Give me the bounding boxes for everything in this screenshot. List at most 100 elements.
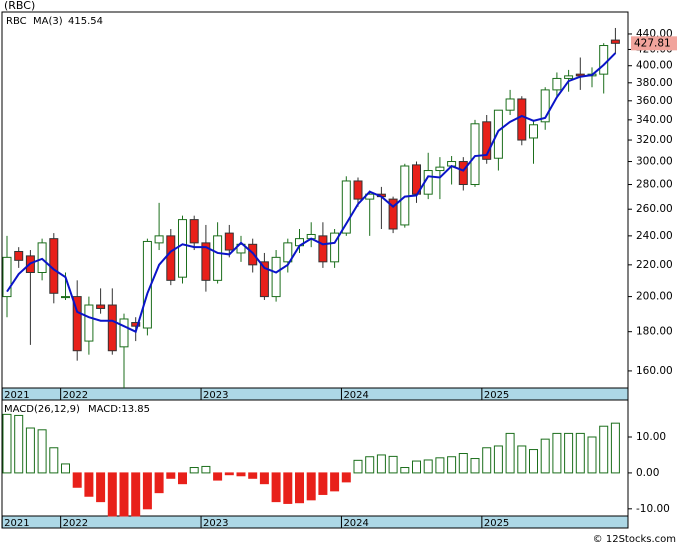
candle-body — [213, 235, 223, 281]
macd-readout-prefix: MACD: — [88, 404, 121, 415]
candle-body — [131, 322, 141, 327]
y-tick-label: 240.00 — [636, 230, 673, 242]
macd-bar — [201, 465, 211, 474]
macd-bar — [493, 445, 503, 474]
candle-body — [84, 304, 94, 342]
macd-bar — [259, 472, 269, 485]
y-tick-label: 400.00 — [636, 60, 673, 72]
candle-body — [166, 235, 176, 281]
candle-body — [259, 261, 269, 298]
candle-body — [552, 77, 562, 91]
macd-bar — [482, 447, 492, 474]
candle-body — [107, 304, 117, 352]
candle-body — [248, 243, 258, 266]
candle-body — [318, 235, 328, 263]
macd-bar — [2, 413, 12, 474]
macd-bar — [189, 467, 199, 474]
chart-title: (RBC) — [4, 0, 35, 12]
candle-body — [470, 123, 480, 186]
candle-body — [493, 109, 503, 159]
y-tick-label: 200.00 — [636, 291, 673, 303]
macd-bar — [213, 472, 223, 481]
macd-bar — [447, 456, 457, 474]
macd-bar — [330, 472, 340, 492]
candle-body — [37, 242, 47, 274]
macd-bar — [236, 472, 246, 477]
macd-bar — [400, 467, 410, 474]
x-tick-label: 2021 — [4, 518, 29, 529]
candle-body — [224, 232, 234, 251]
candle-body — [388, 198, 398, 230]
candle-body — [271, 256, 281, 298]
macd-bar — [84, 472, 94, 497]
candle-body — [119, 318, 129, 348]
x-tick-label: 2024 — [343, 518, 368, 529]
price-box — [631, 36, 677, 51]
y-tick-label: 360.00 — [636, 95, 673, 107]
x-tick-label: 2025 — [484, 518, 509, 529]
macd-bar — [283, 472, 293, 504]
candle-body — [353, 180, 363, 200]
macd-bar — [119, 472, 129, 517]
candle-body — [72, 296, 82, 352]
price-date-band — [1, 387, 629, 401]
y-tick-label: 300.00 — [636, 156, 673, 168]
legend-ma-value: 415.54 — [68, 16, 103, 27]
candle-body — [458, 161, 468, 186]
candle-body — [201, 242, 211, 281]
y-tick-label: 380.00 — [636, 77, 673, 89]
macd-bar — [599, 425, 609, 474]
price-box-label: 427.81 — [634, 37, 671, 49]
macd-bar — [587, 436, 597, 474]
candle-body — [283, 242, 293, 263]
macd-bar — [388, 455, 398, 474]
macd-bar — [248, 472, 258, 479]
macd-bar — [505, 432, 515, 474]
macd-bar — [107, 472, 117, 517]
macd-readout: MACD:13.85 — [88, 404, 150, 415]
candle-body — [517, 98, 527, 141]
macd-bar — [142, 472, 152, 510]
macd-bar — [49, 447, 59, 474]
macd-bar — [178, 472, 187, 485]
macd-readout-value: 13.85 — [121, 404, 150, 415]
macd-date-band — [1, 515, 629, 529]
y-tick-label: 160.00 — [636, 365, 673, 377]
x-tick-label: 2023 — [203, 518, 228, 529]
legend-ma: MA(3) — [33, 16, 63, 27]
candle-body — [96, 304, 106, 309]
x-tick-label: 2022 — [63, 518, 88, 529]
macd-bar — [435, 457, 445, 474]
macd-bar — [37, 429, 47, 474]
candle-body — [564, 75, 574, 79]
candle-body — [482, 121, 492, 160]
ma-line — [6, 52, 617, 334]
macd-bar — [376, 454, 386, 474]
macd-title: MACD(26,12,9) — [4, 404, 80, 415]
macd-bar — [575, 432, 585, 474]
macd-bar — [14, 414, 24, 474]
credit: © 12Stocks.com — [593, 534, 676, 545]
macd-bar — [166, 472, 176, 479]
x-tick-label: 2021 — [4, 390, 29, 401]
candle-body — [505, 98, 515, 111]
candle-body — [599, 45, 609, 75]
macd-bar — [295, 472, 304, 504]
macd-bar — [131, 472, 141, 517]
candle-body — [61, 296, 70, 299]
macd-bar — [610, 422, 620, 474]
macd-bar — [224, 472, 234, 476]
y-tick-label: 320.00 — [636, 134, 673, 146]
candle-body — [529, 124, 538, 139]
candle-body — [236, 243, 246, 254]
macd-bar — [412, 460, 421, 474]
candle-body — [154, 235, 164, 244]
y-tick-label: 220.00 — [636, 259, 673, 271]
y-tick-label: -10.00 — [636, 503, 670, 515]
candle-body — [330, 232, 340, 263]
x-tick-label: 2023 — [203, 390, 228, 401]
candle-body — [2, 256, 12, 298]
macd-bar — [72, 472, 82, 488]
macd-bar — [341, 472, 351, 483]
